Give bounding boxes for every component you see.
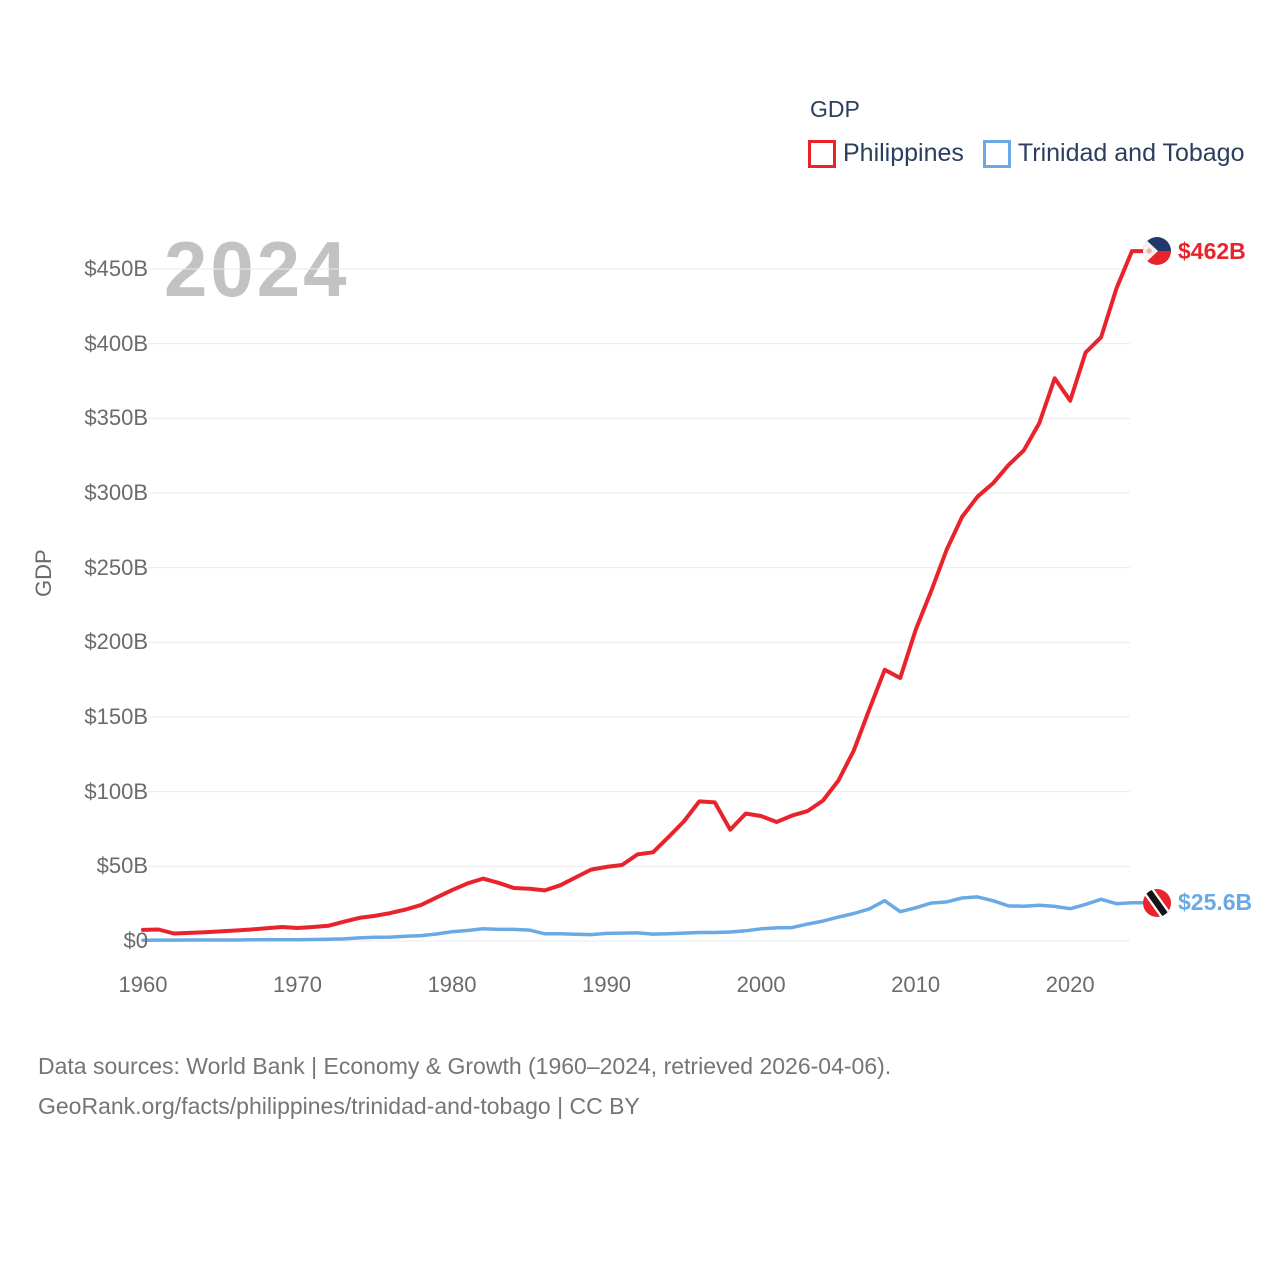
philippines-flag-icon [1143,237,1171,266]
legend-items: Philippines Trinidad and Tobago [808,139,1244,168]
philippines-swatch-icon [808,139,836,168]
legend-label-trinidad-and-tobago: Trinidad and Tobago [1017,139,1245,167]
y-tick-label: $250B [84,554,148,580]
y-tick-label: $450B [84,256,148,281]
footer-attribution: GeoRank.org/facts/philippines/trinidad-a… [38,1093,640,1119]
x-tick-label: 1990 [582,972,632,997]
x-tick-label: 1980 [427,972,477,997]
y-tick-label: $0 [123,928,148,953]
philippines-end-label: $462B [1143,237,1246,266]
philippines-end-value: $462B [1178,237,1246,264]
x-tick-label: 1970 [273,972,322,997]
trinidad-and-tobago-end-label: $25.6B [1143,888,1253,917]
x-tick-label: 2000 [736,972,786,997]
y-tick-label: $400B [84,330,148,356]
footer: Data sources: World Bank | Economy & Gro… [38,1046,891,1126]
x-tick-label: 2020 [1045,972,1095,997]
trinidad-and-tobago-end-value: $25.6B [1178,889,1253,916]
x-tick-label: 1960 [118,972,168,997]
y-tick-label: $200B [84,629,148,655]
legend: GDP Philippines Trinidad and Tobago [808,96,1244,168]
trinidad-and-tobago-swatch-icon [982,139,1011,168]
x-tick-label: 2010 [891,972,941,997]
legend-item-philippines[interactable]: Philippines [808,139,964,168]
legend-title: GDP [810,96,860,122]
y-tick-label: $300B [84,480,148,505]
y-tick-label: $150B [84,704,148,729]
y-tick-label: $100B [84,778,148,804]
trinidad-and-tobago-flag-icon [1143,888,1171,917]
philippines-line[interactable] [141,249,1144,936]
y-tick-label: $50B [96,853,148,879]
legend-label-philippines: Philippines [843,139,964,167]
y-tick-label: $350B [84,405,148,431]
footer-data-sources: Data sources: World Bank | Economy & Gro… [38,1053,892,1079]
gdp-line-chart[interactable] [0,0,1280,1040]
legend-item-trinidad-and-tobago[interactable]: Trinidad and Tobago [982,139,1245,168]
trinidad-and-tobago-line[interactable] [141,895,1144,943]
